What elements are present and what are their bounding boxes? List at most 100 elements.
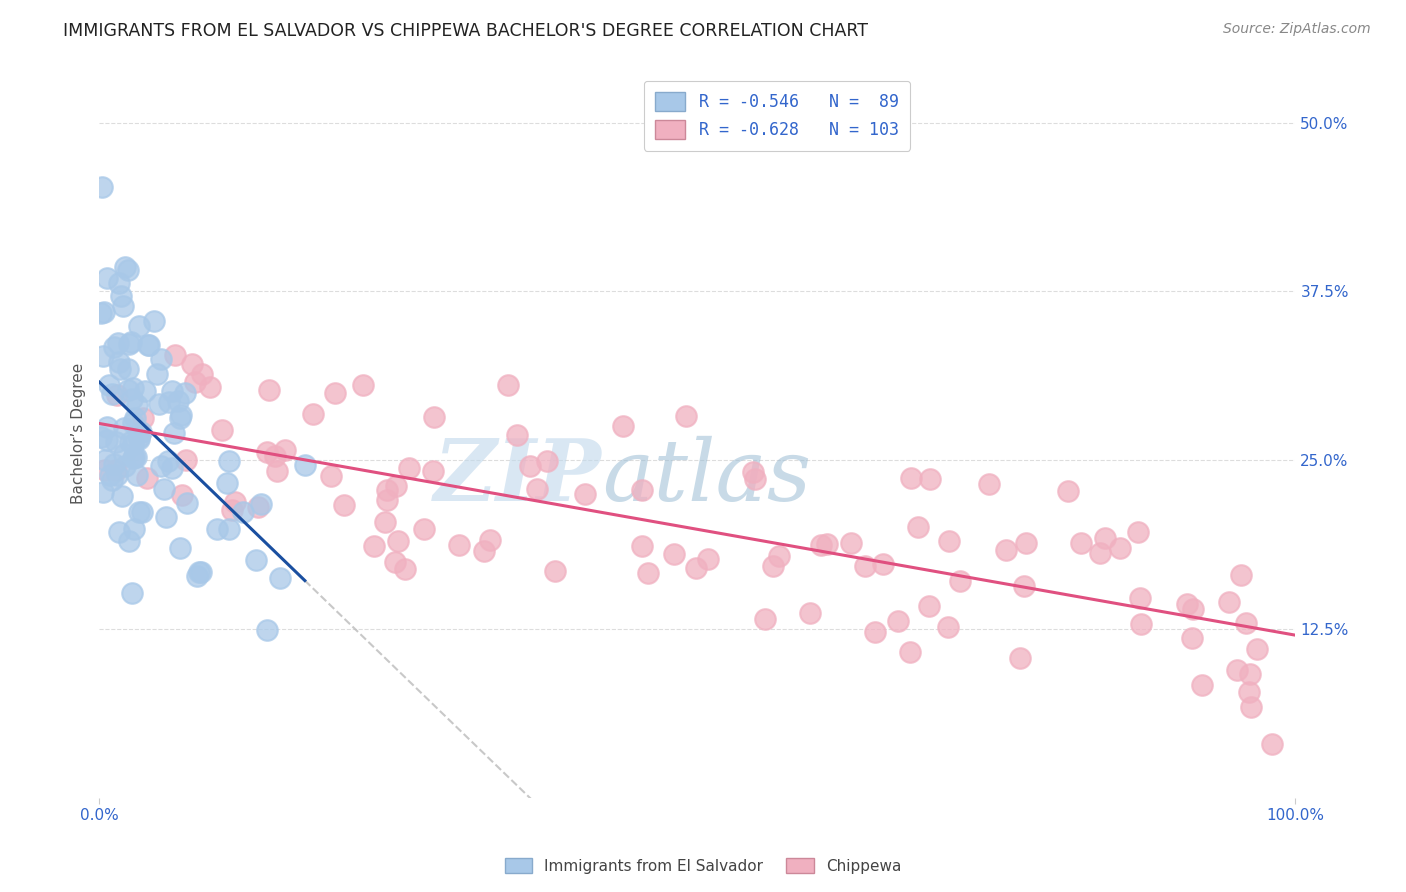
Point [90, 430, 112, 444]
Point [675, 409, 697, 424]
Legend: R = -0.546   N =  89, R = -0.628   N = 103: R = -0.546 N = 89, R = -0.628 N = 103 [644, 80, 910, 151]
Point [112, 447, 135, 461]
Point [1230, 568, 1253, 582]
Point [920, 472, 942, 486]
Point [1129, 591, 1152, 605]
Text: atlas: atlas [602, 435, 811, 518]
Point [117, 362, 139, 376]
Point [385, 479, 408, 493]
Point [110, 289, 132, 303]
Point [114, 260, 136, 274]
Point [744, 472, 766, 486]
Point [536, 454, 558, 468]
Point [128, 319, 150, 334]
Point [218, 454, 240, 468]
Point [90, 306, 112, 320]
Point [128, 430, 150, 444]
Point [132, 411, 155, 425]
Point [163, 348, 186, 362]
Point [103, 457, 125, 471]
Point [187, 565, 209, 579]
Point [155, 510, 177, 524]
Point [900, 645, 922, 659]
Point [543, 564, 565, 578]
Point [198, 380, 221, 394]
Point [274, 443, 297, 458]
Point [754, 612, 776, 626]
Point [105, 434, 128, 449]
Point [994, 543, 1017, 558]
Point [98, 467, 121, 482]
Point [117, 383, 139, 397]
Point [108, 276, 131, 290]
Point [352, 377, 374, 392]
Point [160, 460, 183, 475]
Point [302, 407, 325, 421]
Point [815, 537, 838, 551]
Point [1094, 532, 1116, 546]
Point [413, 522, 436, 536]
Point [423, 409, 446, 424]
Point [1226, 664, 1249, 678]
Point [1015, 535, 1038, 549]
Point [294, 458, 316, 472]
Point [1239, 666, 1261, 681]
Point [103, 340, 125, 354]
Point [128, 433, 150, 447]
Point [152, 483, 174, 497]
Point [136, 338, 159, 352]
Point [156, 454, 179, 468]
Point [125, 467, 148, 482]
Point [190, 565, 212, 579]
Point [105, 467, 128, 482]
Point [887, 615, 910, 629]
Point [134, 384, 156, 398]
Point [375, 493, 398, 508]
Point [1109, 541, 1132, 555]
Point [519, 458, 541, 473]
Point [394, 562, 416, 576]
Point [637, 566, 659, 580]
Point [121, 392, 143, 406]
Point [157, 394, 180, 409]
Point [839, 535, 862, 549]
Point [1012, 579, 1035, 593]
Point [1181, 631, 1204, 645]
Point [1182, 602, 1205, 616]
Point [169, 410, 191, 425]
Point [163, 425, 186, 440]
Point [900, 470, 922, 484]
Point [138, 338, 160, 352]
Point [325, 385, 347, 400]
Point [107, 355, 129, 369]
Point [1008, 651, 1031, 665]
Point [631, 539, 654, 553]
Point [146, 367, 169, 381]
Point [96, 271, 118, 285]
Point [263, 449, 285, 463]
Point [186, 569, 208, 583]
Point [98, 377, 121, 392]
Text: ZIP: ZIP [434, 435, 602, 519]
Point [256, 445, 278, 459]
Point [105, 387, 128, 401]
Point [1088, 545, 1111, 559]
Point [257, 383, 280, 397]
Point [447, 538, 470, 552]
Point [398, 461, 420, 475]
Point [938, 620, 960, 634]
Point [249, 497, 271, 511]
Point [685, 561, 707, 575]
Point [108, 525, 131, 540]
Point [333, 498, 356, 512]
Point [117, 263, 139, 277]
Point [111, 490, 134, 504]
Point [131, 505, 153, 519]
Point [321, 469, 343, 483]
Point [101, 473, 124, 487]
Point [180, 357, 202, 371]
Point [612, 419, 634, 434]
Point [938, 533, 960, 548]
Point [631, 483, 654, 497]
Point [121, 450, 143, 465]
